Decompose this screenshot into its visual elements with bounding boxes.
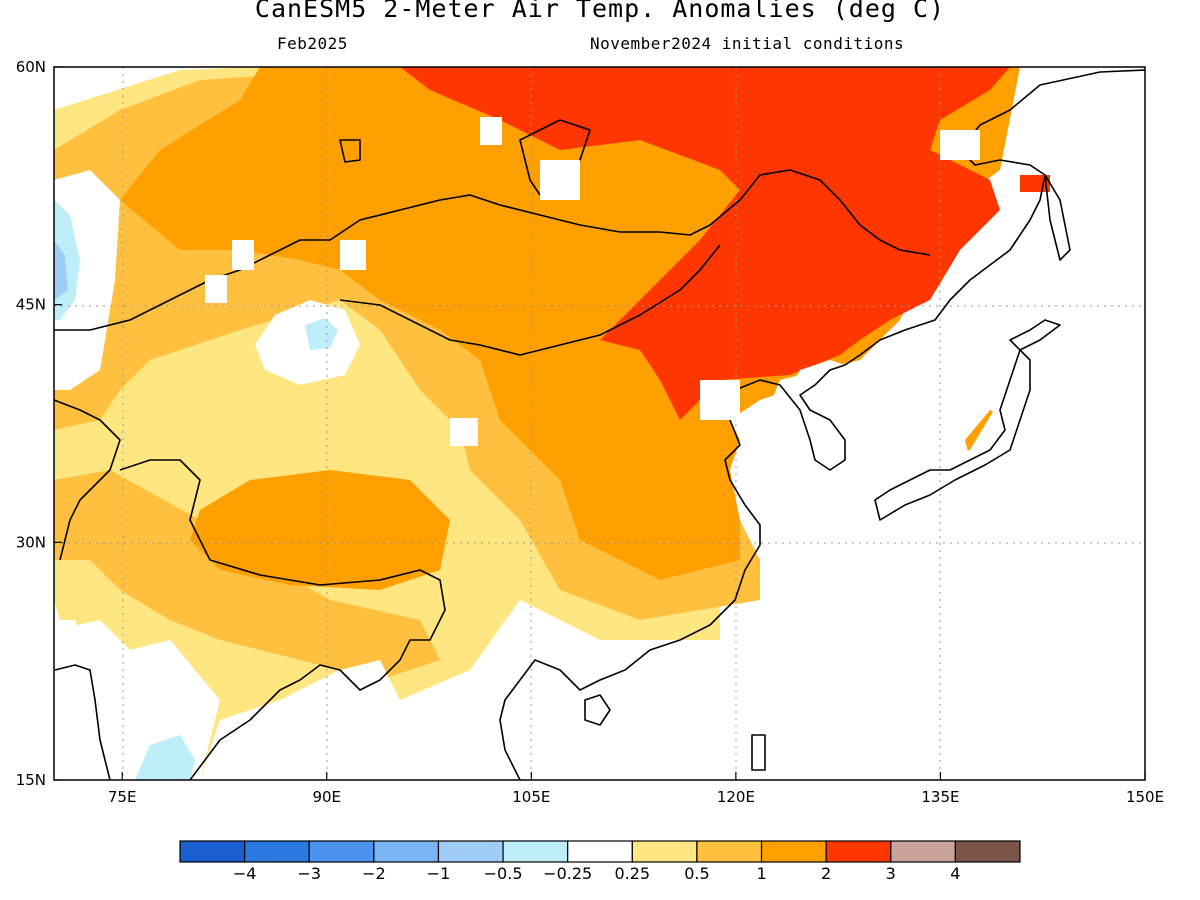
- x-tick-label: 150E: [1126, 788, 1164, 806]
- colorbar-label: 4: [950, 864, 960, 883]
- colorbar-swatch: [244, 840, 310, 863]
- colorbar-swatch: [631, 840, 698, 863]
- anomaly-region-cool-south: [135, 735, 195, 780]
- colorbar-swatch: [308, 840, 375, 863]
- colorbar-label: −3: [297, 864, 321, 883]
- colorbar-label: −4: [233, 864, 257, 883]
- colorbar-swatch: [179, 840, 246, 863]
- colorbar-swatch: [437, 840, 504, 863]
- chart-title: CanESM5 2-Meter Air Temp. Anomalies (deg…: [254, 0, 946, 23]
- map-field: [54, 67, 1145, 780]
- colorbar-swatch: [760, 840, 827, 863]
- axis-ticks: 75E 90E 105E 120E 135E 150E 60N 45N 30N 15N: [16, 58, 1164, 806]
- colorbar-swatch: [502, 840, 569, 863]
- colorbar-label: −0.25: [543, 864, 592, 883]
- ocean-pacific: [730, 100, 1145, 780]
- masked-cells: [54, 117, 980, 652]
- map-frame: [53, 66, 1146, 781]
- y-tick-label: 30N: [16, 533, 46, 551]
- x-tick-label: 120E: [717, 788, 755, 806]
- colorbar-label: 0.25: [614, 864, 650, 883]
- colorbar-swatch: [890, 840, 956, 863]
- x-tick-label: 135E: [921, 788, 959, 806]
- anomaly-region-cool-tarim: [305, 318, 338, 350]
- anomaly-region-neutral-tarim: [255, 300, 360, 385]
- colorbar-swatch: [696, 840, 763, 863]
- initial-conditions: November2024 initial conditions: [590, 34, 905, 53]
- y-tick-label: 60N: [16, 58, 46, 76]
- x-tick-label: 90E: [312, 788, 341, 806]
- colorbar-swatch: [373, 840, 440, 863]
- forecast-month: Feb2025: [277, 34, 348, 53]
- ocean-bay-of-bengal: [300, 660, 400, 780]
- colorbar-label: 3: [886, 864, 896, 883]
- anomaly-region-cool-west-core: [54, 240, 68, 300]
- colorbar-label: 2: [821, 864, 831, 883]
- colorbar-label: −2: [362, 864, 386, 883]
- anomaly-region-red-north: [400, 67, 1010, 420]
- colorbar-label: −1: [427, 864, 451, 883]
- coastlines: [54, 69, 1145, 780]
- colorbar-swatch: [954, 840, 1021, 863]
- x-tick-label: 105E: [512, 788, 550, 806]
- sea-of-okhotsk: [1050, 67, 1145, 190]
- x-tick-label: 75E: [108, 788, 137, 806]
- anomaly-region-orange-tibet: [190, 470, 450, 590]
- colorbar-swatch: [825, 840, 892, 863]
- colorbar-swatch: [567, 840, 633, 863]
- colorbar: −4 −3 −2 −1 −0.5 −0.25 0.25 0.5 1 2 3 4: [179, 840, 1021, 883]
- y-tick-label: 45N: [16, 296, 46, 314]
- colorbar-label: 0.5: [684, 864, 709, 883]
- colorbar-label: −0.5: [484, 864, 523, 883]
- y-tick-label: 15N: [16, 771, 46, 789]
- colorbar-label: 1: [756, 864, 766, 883]
